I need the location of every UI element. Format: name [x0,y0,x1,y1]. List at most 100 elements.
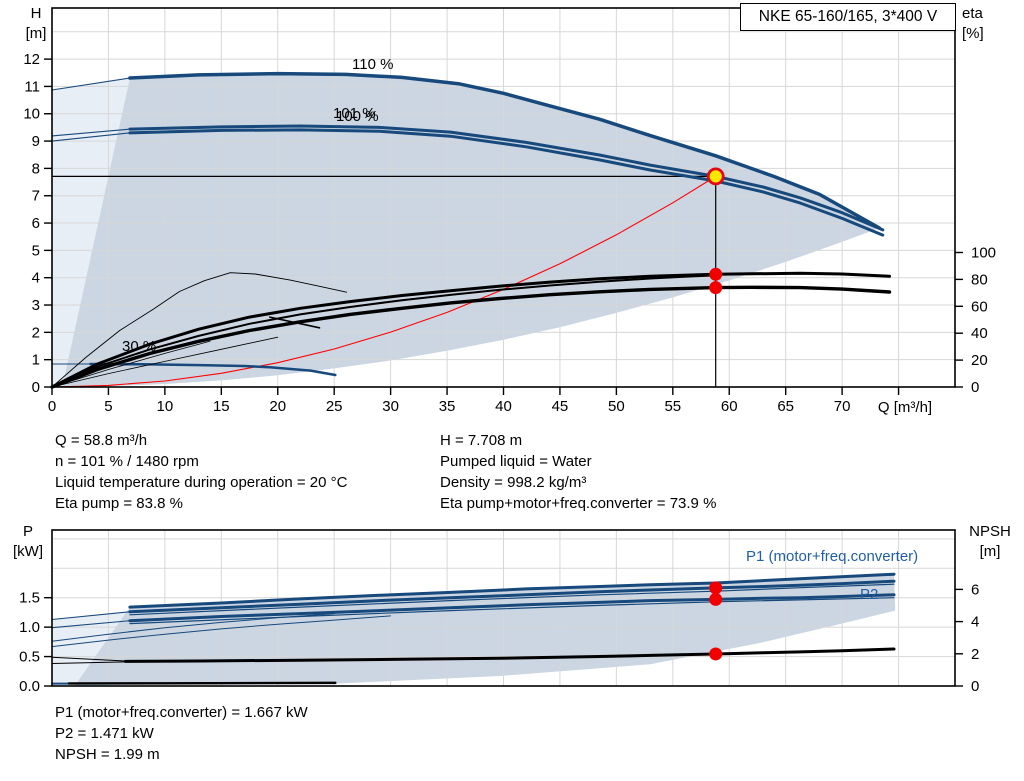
chart-title-box: NKE 65-160/165, 3*400 V [740,3,956,31]
eta-axis-label-line1: eta [962,5,983,22]
p-low-ext-1 [51,613,335,642]
speed-101 [128,124,885,232]
x-tick-label: 0 [48,398,56,415]
npsh-axis-label-line1: NPSH [969,523,1011,540]
y2-tick-label: 6 [971,581,979,598]
power-npsh-chart: 0.0 0.5 1.0 1.5 0 2 4 6 [19,529,979,695]
y2-tick-label: 0 [971,678,979,695]
x-tick-label: 20 [269,398,286,415]
x-tick-label: 25 [326,398,343,415]
y-tick-label: 7 [32,188,40,205]
speed-100-ext [51,132,131,142]
x-tick-label: 35 [439,398,456,415]
y-tick-label: 3 [32,297,40,314]
y-tick-label: 12 [23,51,40,68]
eta-fan-1 [51,340,211,388]
y-tick-label: 1.0 [19,619,40,636]
info-liquid-temp: Liquid temperature during operation = 20… [55,474,348,491]
x-tick-label: 65 [777,398,794,415]
speed-110 [128,71,882,230]
npsh-ext-2 [51,661,126,664]
info-n: n = 101 % / 1480 rpm [55,453,199,470]
p-axis-label-line2: [kW] [13,543,43,560]
eta-total [50,285,892,389]
eta-axis-label-line2: [%] [962,25,984,42]
p2-thin [129,597,895,625]
y-tick-label: 6 [32,215,40,232]
eta-fan-2 [51,336,279,388]
eta-pump [50,271,891,389]
hq-chart: 0 5 10 15 20 25 30 35 40 45 50 55 60 65 70012345678910… [23,7,996,415]
npsh-axis-label: NPSH [m] [958,522,1022,562]
y-tick-label: 0.0 [19,678,40,695]
x-tick-label: 55 [664,398,681,415]
info-p2: P2 = 1.471 kW [55,725,154,742]
power-info: P1 (motor+freq.converter) = 1.667 kW P2 … [55,702,308,765]
operating-info-right: H = 7.708 m Pumped liquid = Water Densit… [440,430,716,514]
npsh-curve [123,647,896,663]
info-density: Density = 998.2 kg/m³ [440,474,587,491]
info-h: H = 7.708 m [440,432,523,449]
info-pumped-liquid: Pumped liquid = Water [440,453,592,470]
operating-info-left: Q = 58.8 m³/h n = 101 % / 1480 rpm Liqui… [55,430,347,514]
speed-110-label: 110 % [352,56,394,73]
envelope-dark [62,73,880,387]
y2-tick-label: 20 [971,352,988,369]
info-npsh: NPSH = 1.99 m [55,746,160,763]
h-axis-label-line2: [m] [25,25,47,42]
x-tick-label: 5 [104,398,112,415]
npsh-axis-label-line2: [m] [979,543,1001,560]
info-p1: P1 (motor+freq.converter) = 1.667 kW [55,704,308,721]
p2-curve-label: P2 [860,586,879,603]
h-axis-label: H [m] [14,4,58,44]
y-tick-label: 5 [32,242,40,259]
eta-pump-dot [709,267,723,281]
p2-ext [51,620,131,629]
p1-thin [129,583,895,616]
y2-tick-label: 2 [971,646,979,663]
eta-axis-label: eta [%] [962,4,1006,44]
y-tick-label: 4 [32,270,40,287]
x-tick-label: 30 [382,398,399,415]
speed-30 [89,362,337,377]
y2-tick-label: 0 [971,379,979,396]
speed-30-label: 30 % [122,338,157,355]
npsh-dot [709,647,723,661]
eta-30-curve [51,272,348,388]
y-tick-label: 2 [32,324,40,341]
speed-100 [128,128,885,237]
p1-dot [709,581,723,595]
npsh-ext-1 [51,656,126,662]
p1-curve [128,579,896,614]
y-tick-label: 8 [32,160,40,177]
npsh-30 [67,681,337,685]
y-tick-label: 1.5 [19,590,40,607]
eta-pump-110 [51,274,717,388]
y-tick-label: 1 [32,352,40,369]
power-npsh-chart-frame [51,529,956,687]
x-tick-label: 40 [495,398,512,415]
p2-curve [128,593,896,623]
x-tick-label: 70 [834,398,851,415]
p-axis-label-line1: P [22,523,33,540]
x-tick-label: 60 [721,398,738,415]
p-low-ext-2 [51,615,392,648]
x-tick-label: 50 [608,398,625,415]
speed-100-label: 100 % [336,108,379,125]
p-axis-label: P [kW] [2,522,54,562]
system-curve [51,175,717,388]
duty-point [706,167,725,186]
speed-101-label: 101 % [333,105,376,122]
p1-110-top [128,572,896,609]
y2-tick-label: 80 [971,271,988,288]
y-tick-label: 11 [24,78,40,95]
p-envelope-light [52,611,130,686]
y-tick-label: 10 [23,106,40,123]
x-tick-label: 10 [157,398,174,415]
speed-110-ext [51,77,131,91]
info-eta-total: Eta pump+motor+freq.converter = 73.9 % [440,495,717,512]
envelope-light [52,78,130,387]
y2-tick-label: 60 [971,298,988,315]
